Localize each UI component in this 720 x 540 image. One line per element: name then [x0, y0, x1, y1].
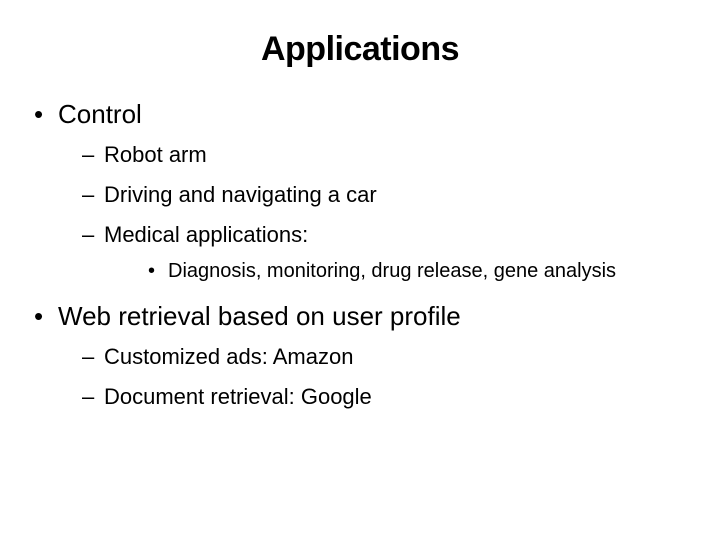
bullet-text: Control [58, 99, 142, 129]
list-item: Medical applications: Diagnosis, monitor… [58, 222, 690, 283]
bullet-list-level1: Control Robot arm Driving and navigating… [30, 99, 690, 410]
bullet-text: Customized ads: Amazon [104, 344, 353, 369]
list-item: Driving and navigating a car [58, 182, 690, 208]
list-item: Robot arm [58, 142, 690, 168]
bullet-text: Document retrieval: Google [104, 384, 372, 409]
bullet-text: Driving and navigating a car [104, 182, 377, 207]
bullet-text: Medical applications: [104, 222, 308, 247]
bullet-text: Web retrieval based on user profile [58, 301, 461, 331]
list-item: Control Robot arm Driving and navigating… [30, 99, 690, 283]
bullet-list-level2: Robot arm Driving and navigating a car M… [58, 142, 690, 283]
bullet-text: Robot arm [104, 142, 207, 167]
slide-title: Applications [30, 30, 690, 69]
list-item: Diagnosis, monitoring, drug release, gen… [104, 260, 690, 283]
slide: Applications Control Robot arm Driving a… [0, 0, 720, 540]
bullet-list-level3: Diagnosis, monitoring, drug release, gen… [104, 260, 690, 283]
list-item: Customized ads: Amazon [58, 344, 690, 370]
bullet-text: Diagnosis, monitoring, drug release, gen… [168, 260, 616, 282]
list-item: Document retrieval: Google [58, 384, 690, 410]
bullet-list-level2: Customized ads: Amazon Document retrieva… [58, 344, 690, 410]
list-item: Web retrieval based on user profile Cust… [30, 301, 690, 410]
